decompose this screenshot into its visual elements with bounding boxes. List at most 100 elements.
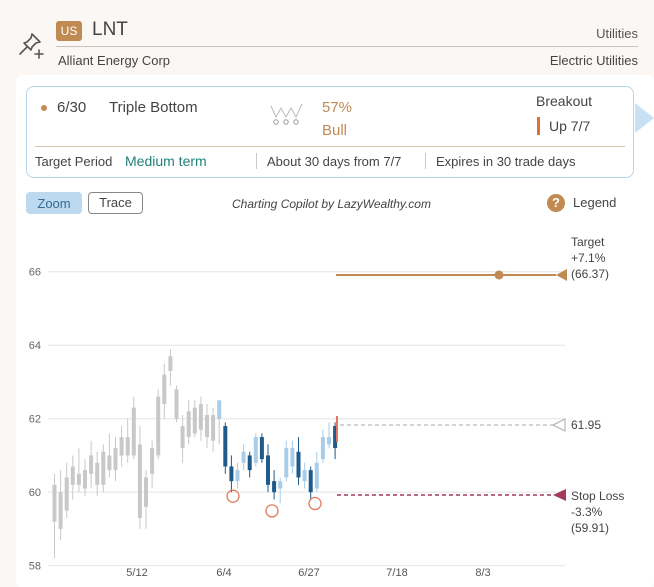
target-percent: +7.1% xyxy=(571,251,606,265)
candle-body xyxy=(95,462,100,485)
y-tick-label: 60 xyxy=(29,487,41,499)
y-axis: 66 64 62 60 58 xyxy=(29,267,41,573)
target-point xyxy=(494,270,504,280)
price-levels: Target +7.1% (66.37) 61.95 Stop Loss -3.3% (59… xyxy=(336,235,624,535)
target-label: Target xyxy=(571,235,605,249)
candle-body xyxy=(64,477,69,511)
candle-body xyxy=(290,448,295,467)
trough-marker xyxy=(226,489,240,503)
candle-body xyxy=(241,451,246,463)
candle-body xyxy=(144,477,148,507)
candle-body xyxy=(101,451,106,485)
candle-body xyxy=(229,466,234,482)
stop-loss-price: (59.91) xyxy=(571,521,609,535)
candle-body xyxy=(327,437,331,445)
candle-body xyxy=(186,411,191,438)
candle-body xyxy=(223,426,228,467)
candle-body xyxy=(211,415,216,441)
candle-body xyxy=(192,407,197,434)
sector-label: Utilities xyxy=(596,26,638,41)
candlesticks xyxy=(52,348,338,559)
candle-body xyxy=(308,470,313,493)
candle-body xyxy=(156,396,161,456)
candle-body xyxy=(253,437,258,463)
industry-label: Electric Utilities xyxy=(549,53,638,68)
candle-body xyxy=(284,448,289,478)
candle-body xyxy=(333,426,338,449)
market-badge: US xyxy=(56,21,82,41)
candle-body xyxy=(320,437,325,460)
target-period-label: Target Period xyxy=(35,154,113,169)
candle-body xyxy=(76,473,81,485)
legend-help-icon[interactable]: ? xyxy=(547,194,565,212)
candle-body xyxy=(247,455,252,471)
trough-marker xyxy=(308,496,322,511)
pattern-expiry: Expires in 30 trade days xyxy=(436,154,576,169)
breakout-marker xyxy=(537,117,540,135)
candle-body xyxy=(278,481,283,489)
legend-toggle[interactable]: Legend xyxy=(573,195,617,210)
candle-body xyxy=(107,455,112,471)
stop-loss-label: Stop Loss xyxy=(571,489,624,503)
triple-bottom-icon xyxy=(270,103,303,125)
header-divider xyxy=(56,46,638,47)
x-axis: 5/12 6/4 6/27 7/18 8/3 xyxy=(126,567,490,579)
trace-button[interactable]: Trace xyxy=(88,192,143,214)
candle-body xyxy=(314,462,319,489)
pattern-probability: 57% xyxy=(322,99,353,116)
next-arrow-icon[interactable] xyxy=(635,103,654,133)
breakout-value: Up 7/7 xyxy=(549,118,591,134)
pattern-card[interactable]: 6/30 Triple Bottom 57% Bull Breakout Up … xyxy=(26,86,634,178)
zoom-button[interactable]: Zoom xyxy=(26,192,82,214)
candle-body xyxy=(137,444,142,518)
pattern-name: Triple Bottom xyxy=(109,99,198,116)
candle-body xyxy=(89,455,94,474)
pattern-card-separator xyxy=(425,153,426,169)
candle-body xyxy=(168,356,173,371)
company-name: Alliant Energy Corp xyxy=(58,53,170,68)
pattern-card-separator xyxy=(256,153,257,169)
stop-loss-percent: -3.3% xyxy=(571,505,603,519)
candle-body xyxy=(266,455,270,485)
candle-body xyxy=(174,389,179,419)
candle-body xyxy=(70,466,75,485)
pattern-direction: Bull xyxy=(322,122,348,139)
candle-body xyxy=(83,470,87,489)
x-tick-label: 8/3 xyxy=(475,567,490,579)
chart-grid xyxy=(48,271,565,567)
candle-body xyxy=(150,448,155,474)
pattern-date: 6/30 xyxy=(57,99,87,116)
x-tick-label: 7/18 xyxy=(386,567,407,579)
trough-markers xyxy=(226,489,322,518)
candle-body xyxy=(302,470,307,482)
candle-body xyxy=(205,415,209,438)
target-marker xyxy=(556,269,567,281)
candle-body xyxy=(272,481,277,493)
candle-body xyxy=(235,470,240,482)
y-tick-label: 66 xyxy=(29,267,41,279)
candle-body xyxy=(198,404,203,430)
target-price: (66.37) xyxy=(571,267,609,281)
x-tick-label: 6/4 xyxy=(216,567,231,579)
candle-body xyxy=(52,484,57,522)
candle-body xyxy=(125,437,130,456)
candle-body xyxy=(217,400,222,419)
x-tick-label: 5/12 xyxy=(126,567,147,579)
candle-body xyxy=(58,492,63,529)
trough-marker xyxy=(265,504,279,518)
candle-body xyxy=(296,451,301,478)
chart-credit: Charting Copilot by LazyWealthy.com xyxy=(232,197,431,211)
y-tick-label: 64 xyxy=(29,340,41,352)
x-tick-label: 6/27 xyxy=(298,567,319,579)
ticker-symbol: LNT xyxy=(92,19,128,40)
candle-body xyxy=(131,407,136,456)
current-price-label: 61.95 xyxy=(571,418,601,432)
candle-body xyxy=(162,374,167,404)
current-price-marker xyxy=(551,418,566,432)
candle-body xyxy=(119,437,124,456)
y-tick-label: 58 xyxy=(29,561,41,573)
y-tick-label: 62 xyxy=(29,414,41,426)
pin-add-icon[interactable] xyxy=(16,30,48,62)
candle-body xyxy=(259,437,264,460)
